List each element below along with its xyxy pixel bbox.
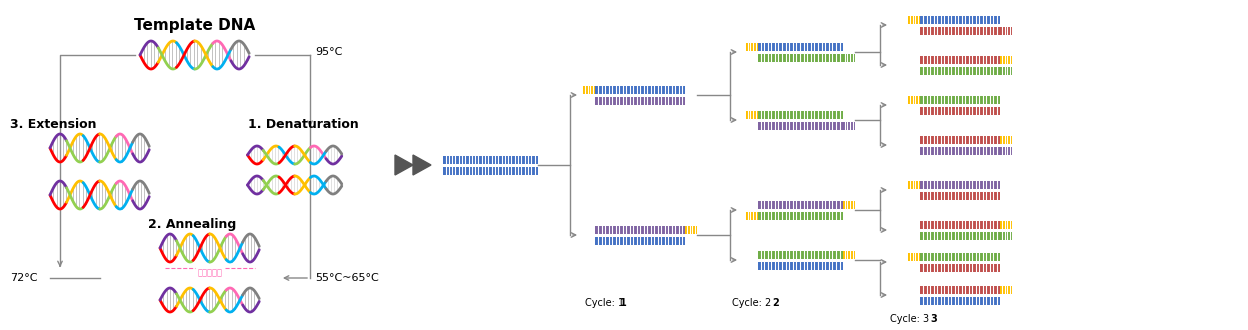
Bar [595,96,685,105]
Bar [909,181,920,188]
Bar [1000,26,1012,35]
Text: Cycle: 1: Cycle: 1 [585,298,624,308]
Text: プライマー: プライマー [197,268,222,277]
Bar [1000,232,1012,240]
Text: 2: 2 [773,298,779,308]
Bar [909,16,920,23]
Bar [758,201,842,209]
Bar [920,191,1000,200]
Bar [758,43,842,50]
Bar [920,232,1000,240]
Text: 55°C~65°C: 55°C~65°C [314,273,378,283]
Bar [920,147,1000,154]
Bar [758,250,842,258]
Text: 72°C: 72°C [10,273,37,283]
Bar [920,181,1000,188]
Text: 1: 1 [620,298,626,308]
Bar [443,155,538,163]
Bar [758,261,842,270]
Bar [920,67,1000,75]
Bar [920,263,1000,272]
Bar [583,85,595,93]
Bar [920,16,1000,23]
Bar [920,252,1000,260]
Bar [443,167,538,175]
Bar [758,121,842,129]
Bar [595,237,685,245]
Bar [758,111,842,118]
Bar [595,225,685,234]
Text: Cycle: 2: Cycle: 2 [733,298,771,308]
Bar [758,53,842,61]
Bar [920,107,1000,115]
Bar [1000,67,1012,75]
Bar [1000,136,1012,144]
Text: 2. Annealing: 2. Annealing [149,218,236,231]
Bar [920,136,1000,144]
Bar [1000,220,1012,228]
Bar [920,285,1000,293]
Polygon shape [396,155,413,175]
Bar [1000,147,1012,154]
Text: 3. Extension: 3. Extension [10,118,96,131]
Bar [745,111,758,118]
Polygon shape [413,155,431,175]
Bar [842,53,855,61]
Bar [595,85,685,93]
Text: Cycle: 3: Cycle: 3 [890,314,929,324]
Text: 95°C: 95°C [314,47,342,57]
Bar [842,201,855,209]
Bar [920,55,1000,63]
Text: 1. Denaturation: 1. Denaturation [248,118,358,131]
Bar [920,220,1000,228]
Text: Template DNA: Template DNA [135,18,256,33]
Bar [1000,285,1012,293]
Bar [842,121,855,129]
Bar [842,250,855,258]
Text: 3: 3 [930,314,937,324]
Bar [920,95,1000,104]
Bar [920,26,1000,35]
Bar [909,252,920,260]
Bar [745,212,758,219]
Bar [1000,55,1012,63]
Bar [745,43,758,50]
Bar [685,225,696,234]
Bar [758,212,842,219]
Bar [920,296,1000,305]
Bar [909,95,920,104]
